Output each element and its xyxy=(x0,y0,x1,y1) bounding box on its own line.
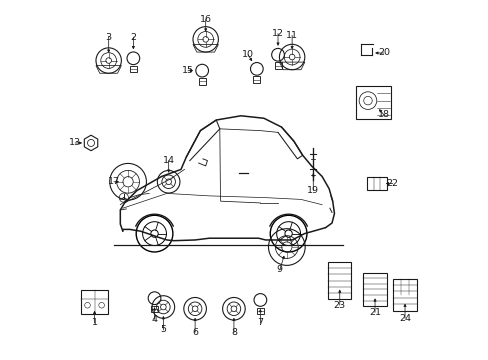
Text: 16: 16 xyxy=(199,15,211,24)
Text: 11: 11 xyxy=(285,31,298,40)
Text: 20: 20 xyxy=(377,49,389,58)
Bar xyxy=(274,62,281,69)
Text: 2: 2 xyxy=(130,33,136,42)
Bar xyxy=(253,76,260,83)
Text: 9: 9 xyxy=(276,265,282,274)
Bar xyxy=(355,86,390,119)
Text: 13: 13 xyxy=(69,139,81,148)
Bar xyxy=(198,78,205,85)
Bar xyxy=(362,273,386,306)
Text: 6: 6 xyxy=(192,328,198,337)
Text: 23: 23 xyxy=(333,301,345,310)
Text: 22: 22 xyxy=(386,179,398,188)
Text: 17: 17 xyxy=(108,177,120,186)
Text: 7: 7 xyxy=(257,318,263,327)
Text: 19: 19 xyxy=(306,186,319,195)
Text: 1: 1 xyxy=(91,318,98,327)
Text: 15: 15 xyxy=(182,66,194,75)
Text: 5: 5 xyxy=(160,325,166,334)
Text: 14: 14 xyxy=(163,156,174,165)
Bar xyxy=(392,279,417,311)
Text: 21: 21 xyxy=(368,308,380,317)
Text: 4: 4 xyxy=(151,315,157,324)
Bar xyxy=(81,290,108,314)
Text: 8: 8 xyxy=(230,328,236,337)
Bar xyxy=(366,177,386,190)
Text: 18: 18 xyxy=(377,110,389,119)
Text: 24: 24 xyxy=(398,314,410,323)
Text: 3: 3 xyxy=(105,33,111,42)
Bar xyxy=(151,306,158,312)
Text: 10: 10 xyxy=(242,50,253,59)
Bar xyxy=(256,307,264,314)
Bar xyxy=(130,66,137,72)
Text: 12: 12 xyxy=(271,29,284,38)
Bar xyxy=(327,262,350,299)
